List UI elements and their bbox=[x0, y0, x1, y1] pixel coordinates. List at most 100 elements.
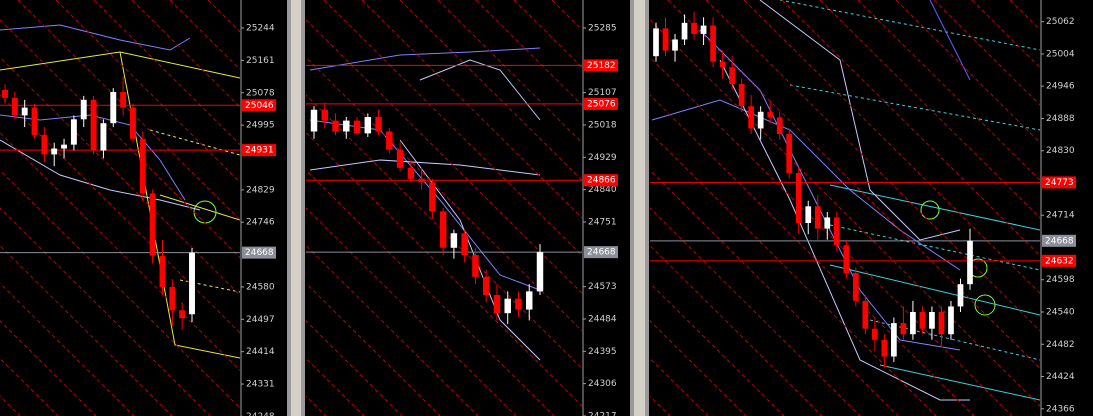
y-tick-label: 25004 bbox=[1046, 49, 1075, 59]
y-tick-label: 24573 bbox=[588, 282, 617, 292]
candle-body bbox=[332, 120, 339, 132]
candle-body bbox=[786, 134, 793, 173]
level-label: 24773 bbox=[1045, 178, 1074, 188]
candle-body bbox=[536, 252, 544, 292]
candle-body bbox=[843, 245, 850, 274]
candle-body bbox=[700, 25, 707, 34]
candle-body bbox=[189, 252, 195, 315]
y-tick-label: 24497 bbox=[246, 315, 275, 325]
level-box bbox=[584, 174, 618, 187]
y-tick-label: 24714 bbox=[1046, 211, 1075, 221]
candle-body bbox=[472, 255, 479, 277]
plot-area bbox=[650, 0, 1040, 416]
y-tick-label: 24830 bbox=[1046, 146, 1075, 156]
y-tick-label: 25285 bbox=[588, 23, 617, 33]
candle-body bbox=[429, 182, 436, 212]
candle-body bbox=[418, 178, 425, 183]
candle-body bbox=[439, 211, 447, 248]
window-frame bbox=[634, 0, 645, 416]
candle-body bbox=[919, 312, 926, 329]
channel-line bbox=[399, 0, 582, 181]
candle-body bbox=[11, 97, 18, 116]
candle-body bbox=[375, 116, 382, 132]
channel-line bbox=[743, 0, 1040, 294]
channel-line bbox=[781, 0, 1040, 257]
candle-body bbox=[407, 167, 415, 179]
candle-body bbox=[967, 240, 973, 285]
channel-line bbox=[306, 132, 582, 407]
channel-line bbox=[0, 282, 135, 416]
candle-body bbox=[910, 312, 916, 335]
channel-line bbox=[650, 282, 785, 416]
channel-line bbox=[306, 169, 555, 416]
y-tick-label: 24331 bbox=[246, 380, 275, 390]
candle-body bbox=[738, 83, 745, 107]
candle-body bbox=[504, 298, 511, 314]
channel-line bbox=[650, 94, 975, 416]
candle-body bbox=[719, 61, 726, 68]
candle-body bbox=[80, 99, 87, 120]
candle-body bbox=[310, 109, 318, 132]
channel-line bbox=[667, 0, 1040, 370]
candle-body bbox=[900, 323, 907, 335]
channel-line bbox=[819, 0, 1040, 219]
candle-body bbox=[814, 206, 821, 229]
y-tick-label: 25161 bbox=[246, 56, 275, 66]
candle-body bbox=[139, 138, 146, 194]
level-label: 24632 bbox=[1045, 256, 1074, 266]
y-tick-label: 24840 bbox=[588, 185, 617, 195]
y-tick-label: 25107 bbox=[588, 88, 617, 98]
level-box bbox=[242, 99, 276, 112]
candle-body bbox=[871, 328, 878, 340]
level-box bbox=[584, 59, 618, 72]
level-label: 25076 bbox=[587, 99, 616, 109]
channel-line bbox=[0, 19, 240, 259]
level-box bbox=[1042, 176, 1076, 189]
y-tick-label: 25078 bbox=[246, 88, 275, 98]
channel-line bbox=[933, 0, 1040, 106]
candle-body bbox=[353, 120, 361, 134]
candle-body bbox=[681, 22, 688, 40]
candle-body bbox=[70, 119, 77, 145]
channel-line bbox=[650, 56, 1013, 416]
y-tick-label: 24929 bbox=[588, 153, 617, 163]
candle-body bbox=[61, 144, 68, 149]
channel-line bbox=[306, 207, 517, 416]
candle-body bbox=[129, 107, 136, 139]
channel-line bbox=[55, 0, 240, 183]
candle-body bbox=[169, 286, 176, 311]
candle-body bbox=[461, 233, 468, 256]
candle-body bbox=[691, 22, 697, 34]
candle-body bbox=[805, 206, 812, 224]
level-box bbox=[242, 144, 276, 157]
candle-body bbox=[31, 107, 38, 135]
candle-body bbox=[891, 323, 897, 357]
candle-body bbox=[343, 120, 350, 132]
candle-body bbox=[90, 99, 97, 151]
candle-body bbox=[110, 92, 117, 124]
y-tick-label: 25018 bbox=[588, 120, 617, 130]
candle-body bbox=[120, 92, 127, 108]
channel-line bbox=[306, 94, 582, 370]
candle-body bbox=[51, 148, 58, 155]
candle-body bbox=[526, 291, 533, 310]
channel-line bbox=[131, 0, 240, 108]
candle-body bbox=[515, 298, 522, 310]
y-tick-label: 24746 bbox=[246, 218, 275, 228]
channel-line bbox=[0, 169, 240, 409]
y-tick-label: 24217 bbox=[588, 412, 617, 416]
channel-line bbox=[475, 0, 582, 106]
candle-body bbox=[729, 67, 735, 84]
candle-body bbox=[881, 339, 888, 357]
candle-body bbox=[450, 233, 458, 248]
candle-body bbox=[662, 28, 669, 51]
candle-body bbox=[929, 312, 935, 329]
candle-body bbox=[364, 116, 372, 134]
y-tick-label: 24995 bbox=[246, 121, 275, 131]
candle-body bbox=[179, 310, 186, 319]
candle-body bbox=[824, 217, 831, 229]
candle-body bbox=[776, 117, 783, 135]
channel-line bbox=[93, 0, 240, 146]
